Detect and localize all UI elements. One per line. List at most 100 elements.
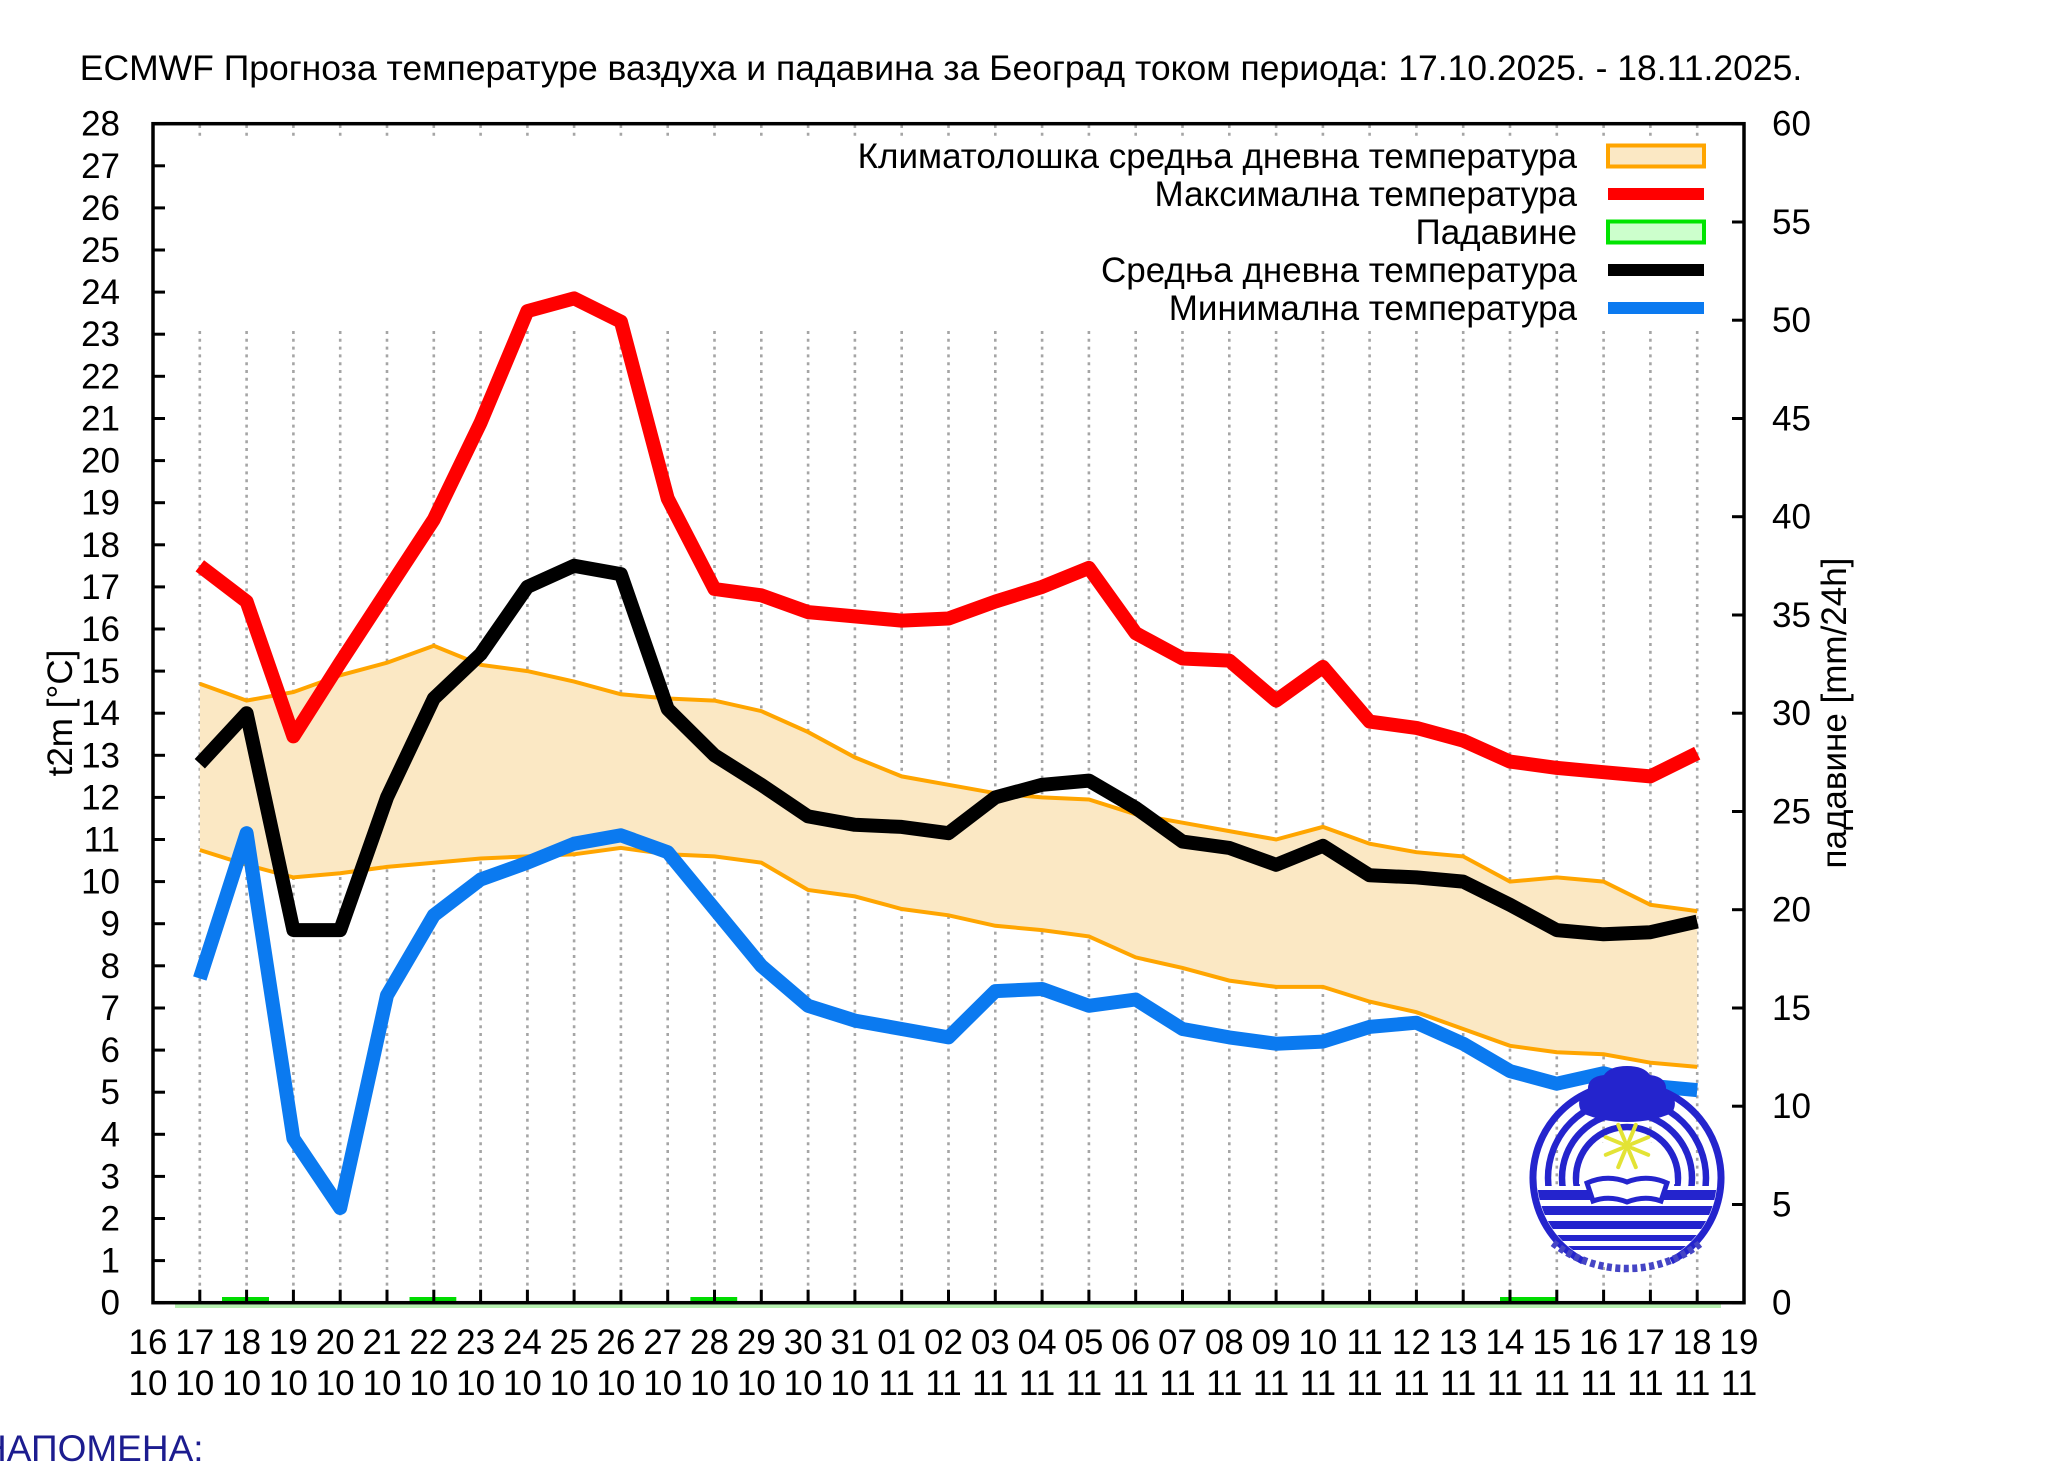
svg-text:14: 14 — [1486, 1323, 1525, 1362]
svg-text:16: 16 — [81, 610, 120, 649]
svg-text:18: 18 — [81, 526, 120, 565]
svg-text:30: 30 — [1772, 694, 1811, 733]
svg-text:04: 04 — [1018, 1323, 1057, 1362]
svg-text:11: 11 — [1346, 1364, 1382, 1403]
svg-text:31: 31 — [830, 1323, 869, 1362]
svg-text:15: 15 — [1532, 1323, 1571, 1362]
svg-text:25: 25 — [550, 1323, 589, 1362]
svg-text:10: 10 — [175, 1364, 214, 1403]
svg-text:Климатолошка средња дневна тем: Климатолошка средња дневна температура — [858, 137, 1578, 176]
svg-text:10: 10 — [316, 1364, 355, 1403]
svg-text:23: 23 — [81, 315, 120, 354]
svg-text:26: 26 — [596, 1323, 635, 1362]
svg-text:40: 40 — [1772, 498, 1811, 537]
svg-text:4: 4 — [101, 1115, 120, 1154]
svg-text:11: 11 — [1534, 1364, 1570, 1403]
svg-text:10: 10 — [129, 1364, 168, 1403]
svg-text:27: 27 — [643, 1323, 682, 1362]
svg-text:10: 10 — [81, 863, 120, 902]
svg-text:НАПОМЕНА:: НАПОМЕНА: — [0, 1428, 204, 1464]
svg-text:19: 19 — [81, 484, 120, 523]
svg-text:Максимална температура: Максимална температура — [1155, 175, 1578, 214]
svg-text:11: 11 — [84, 821, 120, 860]
svg-text:10: 10 — [1772, 1087, 1811, 1126]
svg-text:5: 5 — [1772, 1186, 1791, 1225]
svg-text:18: 18 — [222, 1323, 261, 1362]
svg-text:1: 1 — [101, 1242, 120, 1281]
svg-text:17: 17 — [81, 568, 120, 607]
svg-text:16: 16 — [1579, 1323, 1618, 1362]
svg-text:Падавине: Падавине — [1416, 213, 1577, 252]
svg-text:17: 17 — [1626, 1323, 1665, 1362]
svg-text:9: 9 — [101, 905, 120, 944]
svg-text:10: 10 — [409, 1364, 448, 1403]
svg-text:29: 29 — [737, 1323, 776, 1362]
svg-text:10: 10 — [690, 1364, 729, 1403]
svg-text:35: 35 — [1772, 596, 1811, 635]
svg-text:28: 28 — [81, 105, 120, 144]
svg-text:10: 10 — [643, 1364, 682, 1403]
svg-text:11: 11 — [1674, 1364, 1710, 1403]
svg-text:05: 05 — [1064, 1323, 1103, 1362]
svg-text:11: 11 — [1627, 1364, 1663, 1403]
svg-text:0: 0 — [1772, 1284, 1791, 1323]
svg-text:19: 19 — [269, 1323, 308, 1362]
svg-text:22: 22 — [409, 1323, 448, 1362]
svg-text:10: 10 — [456, 1364, 495, 1403]
svg-text:t2m [°C]: t2m [°C] — [41, 650, 80, 777]
svg-text:13: 13 — [1439, 1323, 1478, 1362]
svg-text:17: 17 — [175, 1323, 214, 1362]
svg-text:20: 20 — [1772, 891, 1811, 930]
svg-text:13: 13 — [81, 736, 120, 775]
svg-text:8: 8 — [101, 947, 120, 986]
svg-text:28: 28 — [690, 1323, 729, 1362]
svg-text:Минимална температура: Минимална температура — [1169, 289, 1578, 328]
svg-text:24: 24 — [503, 1323, 542, 1362]
svg-text:10: 10 — [596, 1364, 635, 1403]
svg-text:6: 6 — [101, 1031, 120, 1070]
svg-text:09: 09 — [1252, 1323, 1291, 1362]
svg-text:11: 11 — [972, 1364, 1008, 1403]
svg-text:03: 03 — [971, 1323, 1010, 1362]
svg-text:ECMWF Прогноза температуре ваз: ECMWF Прогноза температуре ваздуха и пад… — [80, 48, 1802, 88]
svg-text:20: 20 — [316, 1323, 355, 1362]
svg-text:10: 10 — [1298, 1323, 1337, 1362]
svg-text:11: 11 — [1253, 1364, 1289, 1403]
svg-text:07: 07 — [1158, 1323, 1197, 1362]
svg-text:10: 10 — [784, 1364, 823, 1403]
svg-text:11: 11 — [1346, 1323, 1382, 1362]
svg-text:50: 50 — [1772, 301, 1811, 340]
svg-text:5: 5 — [101, 1073, 120, 1112]
svg-text:10: 10 — [363, 1364, 402, 1403]
svg-text:11: 11 — [1440, 1364, 1476, 1403]
svg-text:11: 11 — [1580, 1364, 1616, 1403]
svg-text:25: 25 — [1772, 793, 1811, 832]
svg-text:11: 11 — [1300, 1364, 1336, 1403]
svg-text:02: 02 — [924, 1323, 963, 1362]
svg-text:20: 20 — [81, 442, 120, 481]
svg-text:11: 11 — [1721, 1364, 1757, 1403]
svg-text:55: 55 — [1772, 203, 1811, 242]
svg-text:11: 11 — [1113, 1364, 1149, 1403]
svg-text:01: 01 — [877, 1323, 916, 1362]
svg-text:21: 21 — [363, 1323, 402, 1362]
svg-text:14: 14 — [81, 694, 120, 733]
svg-text:падавине [mm/24h]: падавине [mm/24h] — [1815, 558, 1854, 869]
svg-text:22: 22 — [81, 357, 120, 396]
svg-text:10: 10 — [737, 1364, 776, 1403]
svg-text:16: 16 — [129, 1323, 168, 1362]
svg-text:60: 60 — [1772, 105, 1811, 144]
svg-text:11: 11 — [879, 1364, 915, 1403]
svg-text:11: 11 — [1487, 1364, 1523, 1403]
svg-text:11: 11 — [1393, 1364, 1429, 1403]
svg-text:25: 25 — [81, 231, 120, 270]
svg-text:10: 10 — [222, 1364, 261, 1403]
svg-text:7: 7 — [101, 989, 120, 1028]
svg-text:45: 45 — [1772, 400, 1811, 439]
svg-text:10: 10 — [269, 1364, 308, 1403]
svg-text:0: 0 — [101, 1284, 120, 1323]
svg-text:15: 15 — [81, 652, 120, 691]
svg-text:30: 30 — [784, 1323, 823, 1362]
svg-text:18: 18 — [1673, 1323, 1712, 1362]
svg-text:23: 23 — [456, 1323, 495, 1362]
